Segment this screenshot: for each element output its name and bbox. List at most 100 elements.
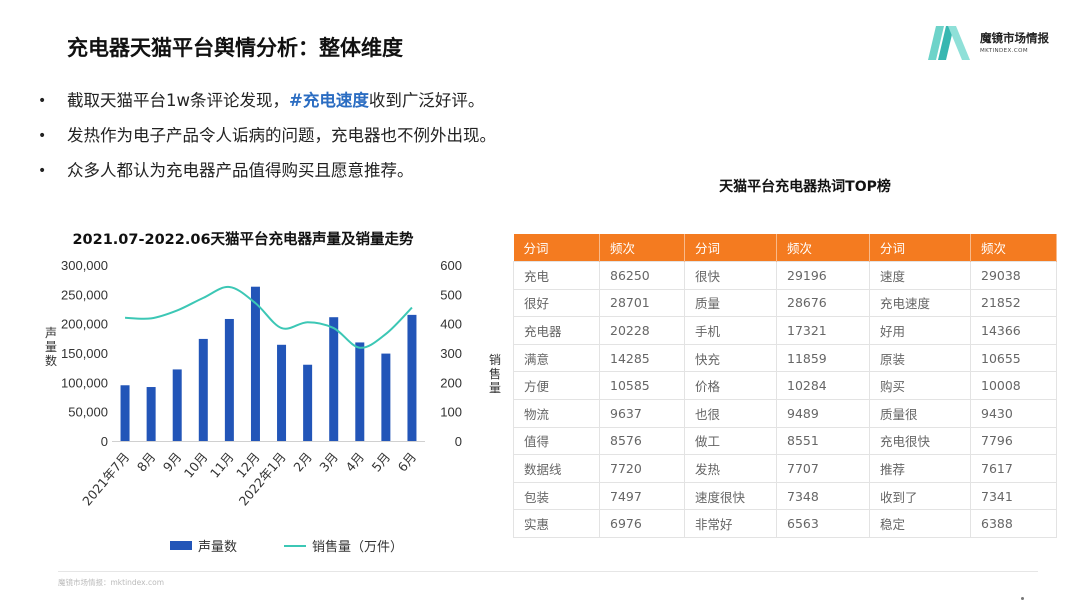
frequency-cell: 29038 [970,261,1057,290]
x-axis-tick-label: 10月 [181,449,211,480]
frequency-cell: 14285 [599,343,685,373]
word-cell: 稳定 [869,509,971,538]
frequency-cell: 10585 [599,371,685,400]
y2-axis-tick-label: 0 [455,434,462,449]
word-cell: 速度 [869,261,971,290]
word-cell: 充电很快 [869,426,971,456]
x-axis-tick-label: 2021年7月 [79,449,132,508]
word-cell: 很好 [513,288,600,318]
bullet-text: 截取天猫平台1w条评论发现，#充电速度收到广泛好评。 [67,90,484,112]
table-row: 充电 86250 很快 29196 速度 29038 [513,261,1057,290]
word-cell: 质量很 [869,398,971,428]
word-cell: 方便 [513,371,600,400]
bar [381,353,391,441]
x-axis-tick-label: 2月 [290,449,315,474]
page-title: 充电器天猫平台舆情分析：整体维度 [67,36,403,60]
table-row: 包装 7497 速度很快 7348 收到了 7341 [513,481,1057,511]
y-axis-tick-label: 0 [101,434,108,449]
word-cell: 发热 [684,454,777,483]
bar [224,318,234,441]
bar [120,385,130,441]
bullet-dot: • [38,128,47,144]
y2-axis-label: 销售量 [489,353,501,395]
frequency-cell: 7796 [970,426,1057,456]
x-axis-tick-label: 4月 [342,449,367,474]
word-cell: 购买 [869,371,971,400]
frequency-cell: 7348 [776,481,870,511]
y2-axis-tick-label: 100 [440,405,462,420]
legend-line-label: 销售量（万件） [312,539,403,555]
frequency-cell: 7341 [970,481,1057,511]
word-cell: 数据线 [513,454,600,483]
bar [329,317,339,441]
y-axis-tick-label: 300,000 [61,258,108,273]
word-cell: 价格 [684,371,777,400]
y2-axis-tick-label: 400 [440,317,462,332]
y2-axis-tick-label: 300 [440,346,462,361]
table-row: 充电器 20228 手机 17321 好用 14366 [513,316,1057,345]
column-header: 频次 [599,234,685,262]
word-cell: 值得 [513,426,600,456]
word-cell: 满意 [513,343,600,373]
frequency-cell: 8551 [776,426,870,456]
y-axis-tick-label: 150,000 [61,346,108,361]
frequency-cell: 10284 [776,371,870,400]
word-cell: 很快 [684,261,777,290]
frequency-cell: 6563 [776,509,870,538]
word-cell: 推荐 [869,454,971,483]
word-cell: 快充 [684,343,777,373]
bullet-text-before: 截取天猫平台1w条评论发现， [67,91,289,110]
word-cell: 速度很快 [684,481,777,511]
column-header: 分词 [684,234,777,262]
frequency-cell: 7497 [599,481,685,511]
column-header: 频次 [970,234,1057,262]
bullet-dot: • [38,93,47,109]
frequency-cell: 17321 [776,316,870,345]
frequency-cell: 21852 [970,288,1057,318]
word-cell: 充电 [513,261,600,290]
frequency-cell: 9430 [970,398,1057,428]
word-cell: 非常好 [684,509,777,538]
y-axis-label: 声量数 [45,326,57,368]
word-cell: 充电器 [513,316,600,345]
x-axis-tick-label: 8月 [134,449,159,474]
word-cell: 做工 [684,426,777,456]
frequency-cell: 6976 [599,509,685,538]
bullet-text: 众多人都认为充电器产品值得购买且愿意推荐。 [67,161,414,180]
bar [146,387,156,441]
frequency-cell: 7617 [970,454,1057,483]
legend-bar-label: 声量数 [198,540,237,555]
frequency-cell: 9489 [776,398,870,428]
y-axis-tick-label: 100,000 [61,375,108,390]
bullet-highlight: #充电速度 [289,91,369,110]
column-header: 频次 [776,234,870,262]
frequency-cell: 10655 [970,343,1057,373]
table-row: 物流 9637 也很 9489 质量很 9430 [513,398,1057,428]
bullet-text-after: 收到广泛好评。 [368,91,485,110]
bar [172,369,182,441]
word-cell: 也很 [684,398,777,428]
frequency-cell: 11859 [776,343,870,373]
hot-words-table: 分词 频次 分词 频次 分词 频次 充电 86250 很快 29196 速度 29038 很… [513,234,1057,538]
table-row: 很好 28701 质量 28676 充电速度 21852 [513,288,1057,318]
word-cell: 实惠 [513,509,600,538]
frequency-cell: 29196 [776,261,870,290]
page-indicator [1021,597,1024,600]
table-row: 数据线 7720 发热 7707 推荐 7617 [513,454,1057,483]
x-axis-tick-label: 6月 [395,449,420,474]
frequency-cell: 20228 [599,316,685,345]
frequency-cell: 7707 [776,454,870,483]
y-axis-tick-label: 200,000 [61,317,108,332]
bar [355,342,365,441]
frequency-cell: 6388 [970,509,1057,538]
x-axis-tick-label: 3月 [316,449,341,474]
word-cell: 物流 [513,398,600,428]
word-cell: 收到了 [869,481,971,511]
word-cell: 好用 [869,316,971,345]
legend-bar-swatch [170,541,192,550]
word-cell: 原装 [869,343,971,373]
word-cell: 手机 [684,316,777,345]
x-axis-tick-label: 5月 [369,449,394,474]
frequency-cell: 9637 [599,398,685,428]
frequency-cell: 10008 [970,371,1057,400]
